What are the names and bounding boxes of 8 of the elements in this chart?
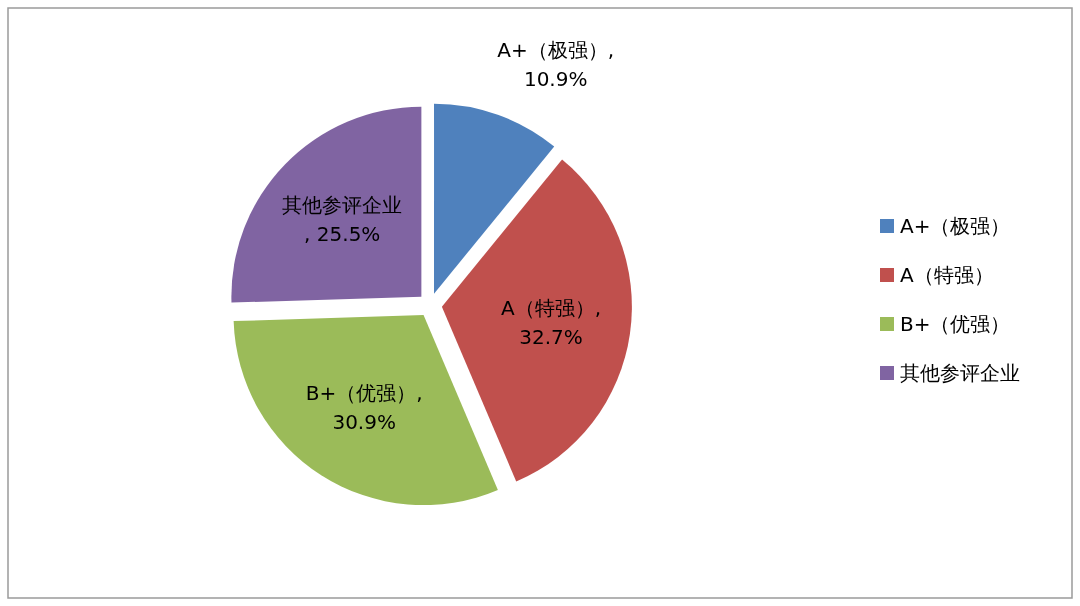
legend-label: B+（优强）: [900, 312, 1011, 336]
legend-label: A（特强）: [900, 263, 994, 287]
legend-label: A+（极强）: [900, 214, 1011, 238]
data-label: A+（极强）, 10.9%: [497, 38, 615, 92]
legend-label: 其他参评企业: [900, 361, 1020, 385]
data-label: A（特强）, 32.7%: [500, 295, 601, 349]
data-label: B+（优强）, 30.9%: [305, 381, 423, 435]
data-label: 其他参评企业, 25.5%: [282, 193, 403, 247]
